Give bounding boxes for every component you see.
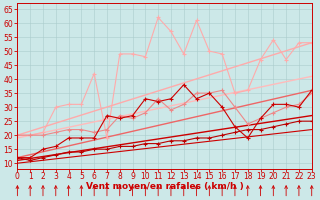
X-axis label: Vent moyen/en rafales ( km/h ): Vent moyen/en rafales ( km/h ): [86, 182, 244, 191]
